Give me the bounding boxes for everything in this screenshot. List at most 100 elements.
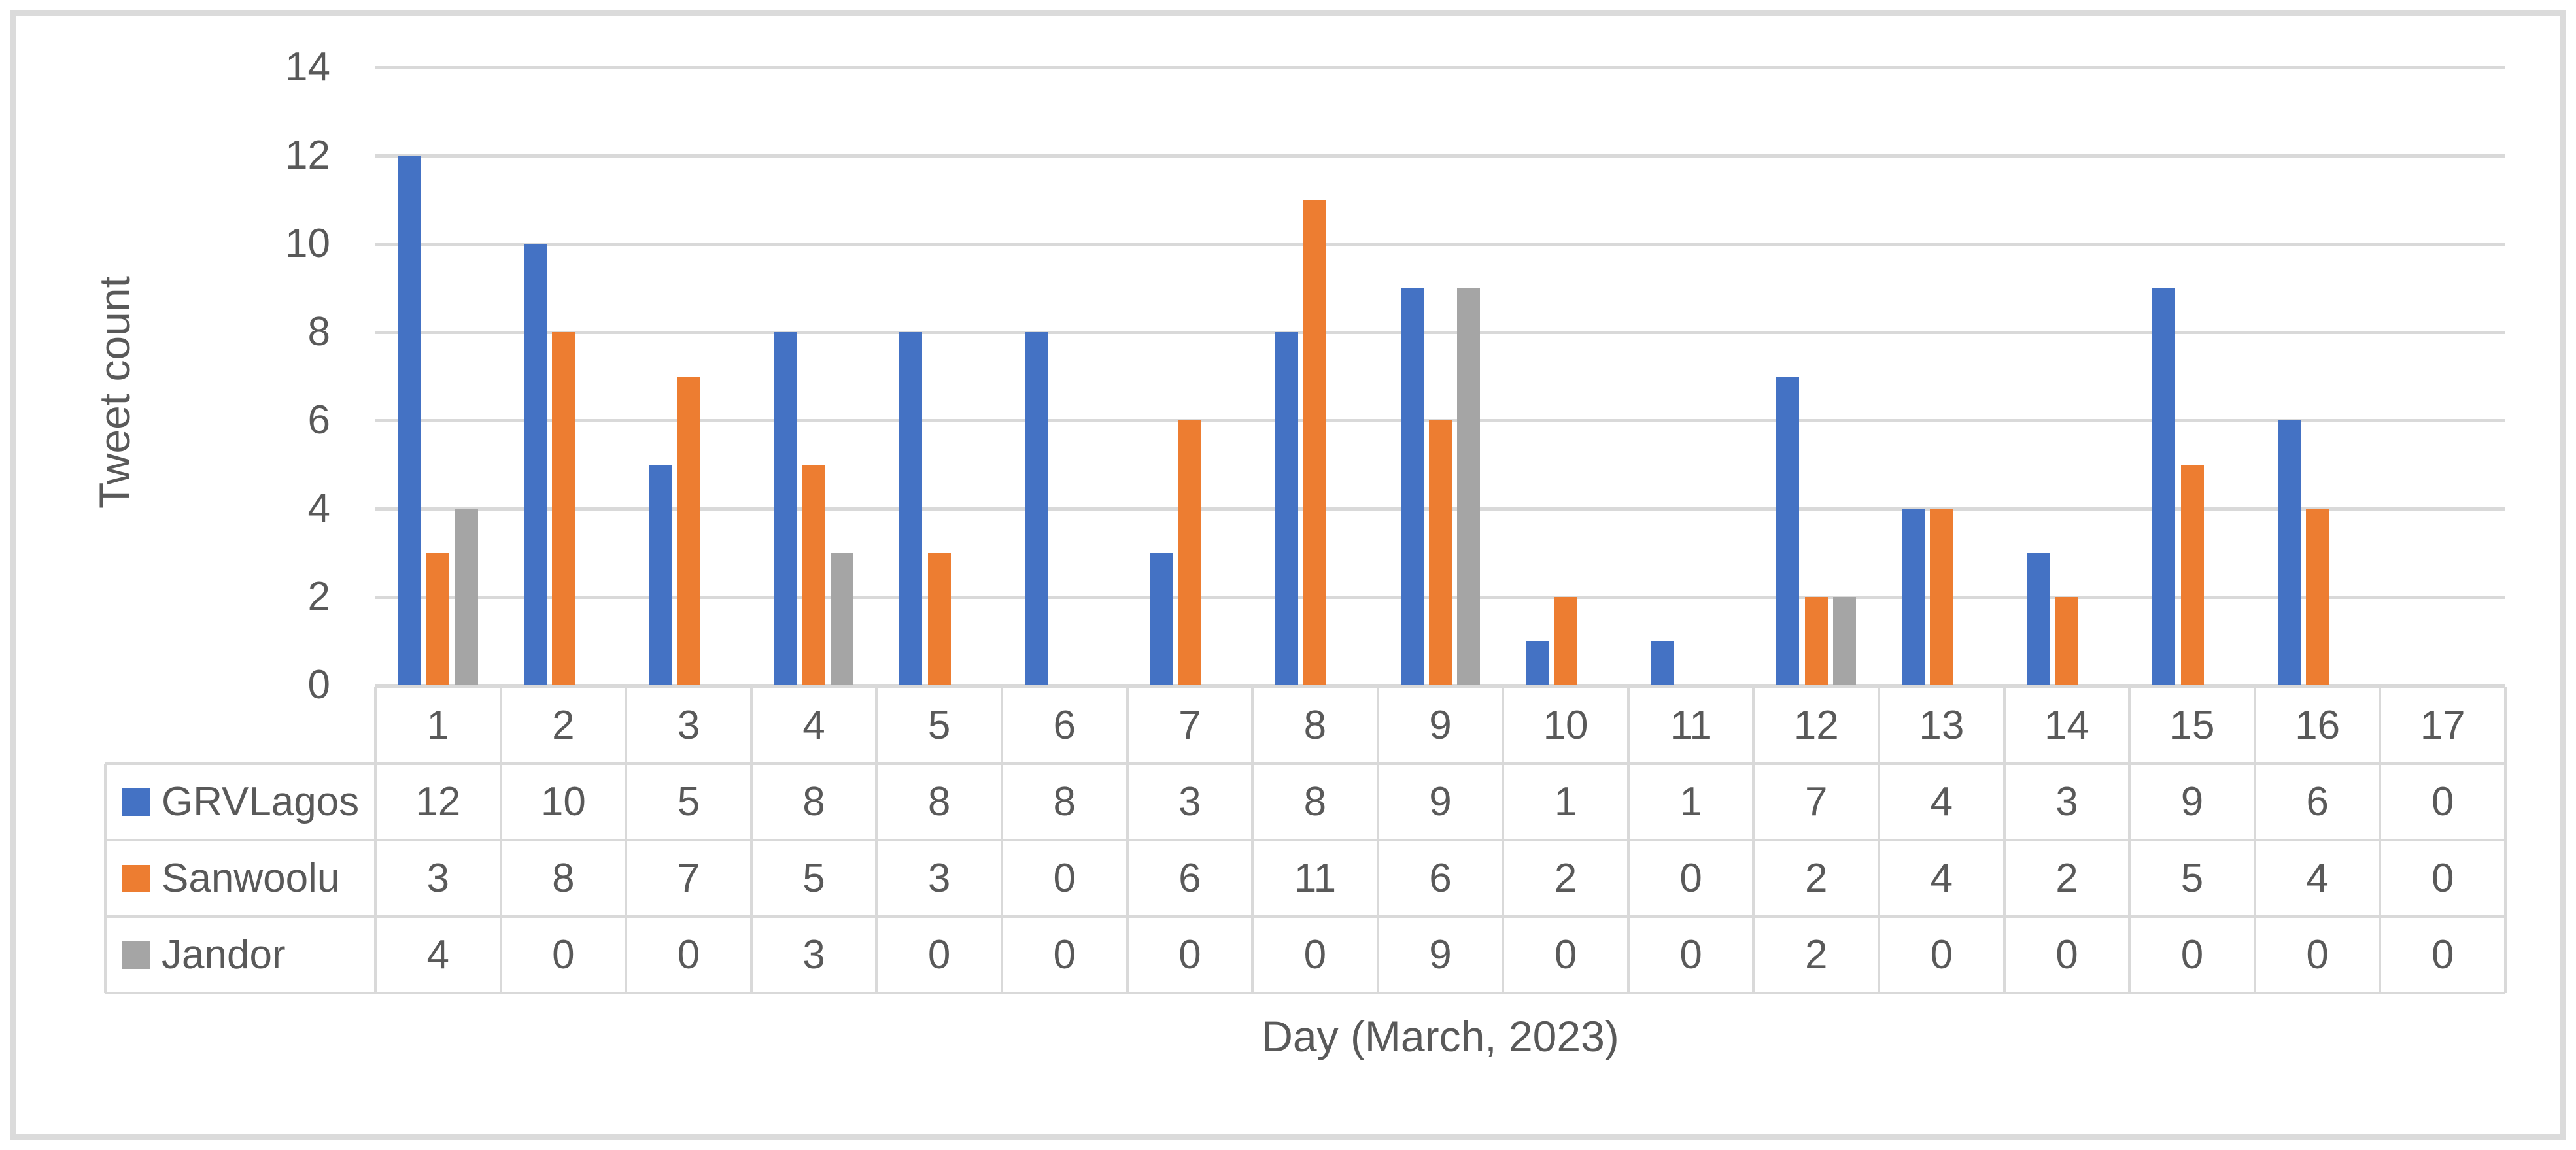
day-header-cell: 10: [1543, 703, 1589, 748]
day-header-cell: 7: [1178, 703, 1201, 748]
x-axis-title: Day (March, 2023): [1262, 1012, 1619, 1060]
value-cell-grvlagos-day-8: 8: [1303, 779, 1327, 824]
value-cell-grvlagos-day-6: 8: [1053, 779, 1076, 824]
legend-label: Jandor: [162, 932, 286, 977]
bar-grvlagos-day-6: [1024, 332, 1048, 685]
gridline: [375, 65, 2505, 69]
bar-sanwoolu-day-7: [1178, 420, 1201, 685]
bar-grvlagos-day-14: [2027, 552, 2050, 685]
value-cell-jandor-day-17: 0: [2431, 932, 2454, 977]
value-cell-sanwoolu-day-9: 6: [1429, 856, 1452, 901]
y-tick-label: 6: [307, 397, 330, 443]
legend-label: GRVLagos: [162, 779, 360, 824]
value-cell-grvlagos-day-15: 9: [2180, 779, 2204, 824]
table-border-line: [2002, 687, 2006, 993]
table-border-line: [105, 992, 2505, 994]
bar-sanwoolu-day-12: [1804, 597, 1828, 685]
bar-sanwoolu-day-10: [1554, 597, 1577, 685]
table-border-line: [1251, 687, 1254, 993]
bar-grvlagos-day-1: [398, 156, 421, 685]
table-border-line: [105, 915, 2505, 918]
value-cell-jandor-day-8: 0: [1303, 932, 1327, 977]
table-border-line: [1502, 687, 1505, 993]
y-axis-title: Tweet count: [90, 276, 139, 509]
bar-sanwoolu-day-9: [1429, 420, 1452, 685]
value-cell-jandor-day-1: 4: [426, 932, 450, 977]
value-cell-sanwoolu-day-4: 5: [802, 856, 825, 901]
value-cell-grvlagos-day-12: 7: [1805, 779, 1828, 824]
bar-sanwoolu-day-16: [2306, 509, 2329, 685]
value-cell-grvlagos-day-14: 3: [2055, 779, 2078, 824]
value-cell-jandor-day-5: 0: [927, 932, 951, 977]
value-cell-jandor-day-11: 0: [1679, 932, 1702, 977]
y-tick-label: 10: [285, 221, 330, 266]
bar-jandor-day-1: [455, 509, 478, 685]
value-cell-jandor-day-6: 0: [1053, 932, 1076, 977]
value-cell-sanwoolu-day-13: 4: [1930, 856, 1953, 901]
bar-jandor-day-9: [1457, 288, 1481, 685]
value-cell-sanwoolu-day-15: 5: [2180, 856, 2204, 901]
bar-grvlagos-day-15: [2152, 288, 2176, 685]
day-header-cell: 9: [1429, 703, 1452, 748]
table-border-line: [2253, 687, 2256, 993]
value-cell-jandor-day-3: 0: [677, 932, 700, 977]
value-cell-grvlagos-day-7: 3: [1178, 779, 1201, 824]
day-header-cell: 14: [2044, 703, 2089, 748]
day-header-cell: 1: [426, 703, 450, 748]
table-border-line: [749, 687, 753, 993]
value-cell-jandor-day-13: 0: [1930, 932, 1953, 977]
legend-row-sanwoolu: Sanwoolu: [105, 840, 375, 917]
table-border-line: [375, 686, 2505, 688]
value-cell-grvlagos-day-2: 10: [540, 779, 586, 824]
value-cell-sanwoolu-day-11: 0: [1679, 856, 1702, 901]
value-cell-grvlagos-day-1: 12: [415, 779, 461, 824]
day-header-cell: 5: [927, 703, 951, 748]
gridline: [375, 154, 2505, 158]
legend-row-grvlagos: GRVLagos: [105, 764, 375, 840]
table-border-line: [1878, 687, 1881, 993]
bar-grvlagos-day-8: [1275, 332, 1299, 685]
bar-grvlagos-day-9: [1400, 288, 1424, 685]
value-cell-grvlagos-day-5: 8: [927, 779, 951, 824]
bar-grvlagos-day-7: [1150, 552, 1173, 685]
table-border-line: [625, 687, 628, 993]
value-cell-sanwoolu-day-17: 0: [2431, 856, 2454, 901]
value-cell-grvlagos-day-9: 9: [1429, 779, 1452, 824]
y-tick-label: 12: [285, 133, 330, 178]
value-cell-grvlagos-day-11: 1: [1679, 779, 1702, 824]
table-border-line: [104, 764, 107, 993]
bar-jandor-day-4: [831, 552, 854, 685]
day-header-cell: 6: [1053, 703, 1076, 748]
bar-sanwoolu-day-8: [1303, 199, 1327, 685]
day-header-cell: 12: [1793, 703, 1839, 748]
table-border-line: [1000, 687, 1003, 993]
value-cell-jandor-day-10: 0: [1554, 932, 1577, 977]
table-border-line: [1626, 687, 1630, 993]
value-cell-grvlagos-day-13: 4: [1930, 779, 1953, 824]
bar-sanwoolu-day-1: [426, 552, 450, 685]
day-header-cell: 8: [1303, 703, 1327, 748]
legend-swatch-grvlagos: [122, 788, 150, 816]
value-cell-sanwoolu-day-1: 3: [426, 856, 450, 901]
value-cell-sanwoolu-day-10: 2: [1554, 856, 1577, 901]
value-cell-sanwoolu-day-14: 2: [2055, 856, 2078, 901]
y-tick-label: 8: [307, 309, 330, 354]
value-cell-sanwoolu-day-12: 2: [1805, 856, 1828, 901]
gridline: [375, 330, 2505, 334]
value-cell-jandor-day-15: 0: [2180, 932, 2204, 977]
value-cell-jandor-day-7: 0: [1178, 932, 1201, 977]
gridline: [375, 683, 2505, 687]
value-cell-sanwoolu-day-6: 0: [1053, 856, 1076, 901]
bar-sanwoolu-day-2: [551, 332, 575, 685]
value-cell-sanwoolu-day-2: 8: [552, 856, 575, 901]
bar-grvlagos-day-4: [774, 332, 797, 685]
bar-jandor-day-12: [1833, 597, 1857, 685]
table-border-line: [105, 762, 2505, 765]
legend-swatch-sanwoolu: [122, 864, 150, 892]
bar-grvlagos-day-3: [649, 464, 672, 685]
value-cell-grvlagos-day-17: 0: [2431, 779, 2454, 824]
value-cell-jandor-day-12: 2: [1805, 932, 1828, 977]
y-tick-label: 0: [307, 662, 330, 707]
bar-sanwoolu-day-4: [802, 464, 826, 685]
table-border-line: [499, 687, 502, 993]
